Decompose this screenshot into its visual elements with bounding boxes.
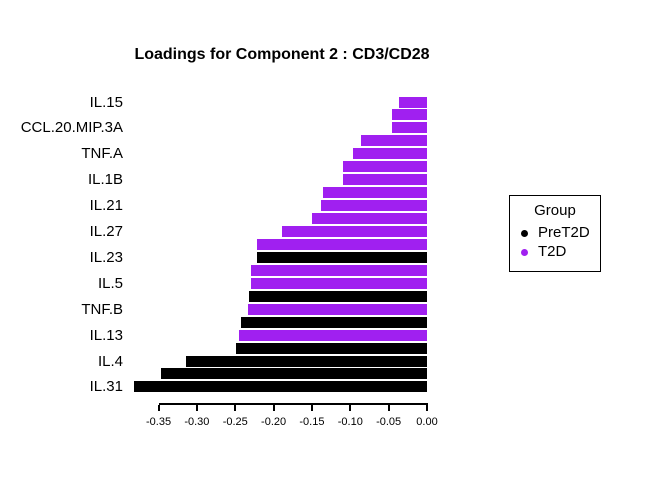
bar [160, 368, 427, 380]
chart-title: Loadings for Component 2 : CD3/CD28 [134, 46, 430, 63]
x-axis-tick-label: -0.15 [299, 416, 325, 428]
x-axis-tick [157, 405, 160, 411]
bar [241, 316, 427, 328]
bar-IL.27 [282, 226, 427, 237]
bar [249, 290, 427, 302]
x-axis-tick [272, 405, 275, 411]
y-axis-label-IL.31: IL.31 [89, 378, 123, 396]
bar [342, 161, 427, 173]
x-axis-tick-label: -0.10 [337, 416, 363, 428]
bar-IL.5 [250, 277, 427, 289]
bar [256, 238, 427, 250]
bar [391, 109, 427, 121]
y-axis-label-IL.13: IL.13 [89, 326, 123, 344]
bar-IL.15 [399, 96, 427, 108]
x-axis-tick [426, 405, 428, 411]
x-axis-tick [387, 405, 390, 411]
legend-item-label: PreT2D [538, 224, 590, 241]
x-axis-tick-label: -0.35 [146, 416, 172, 428]
y-axis-label-IL.27: IL.27 [89, 223, 123, 240]
bar-CCL.20.MIP.3A [391, 122, 427, 134]
bar-IL.21 [321, 200, 427, 212]
x-axis-tick-label: -0.25 [222, 416, 248, 428]
y-axis-label-IL.5: IL.5 [97, 274, 123, 292]
bar-TNF.A [353, 148, 427, 160]
bar [322, 187, 427, 199]
bar [361, 135, 427, 147]
bar [251, 264, 427, 276]
x-axis-tick [195, 405, 198, 411]
legend-item-label: T2D [538, 243, 567, 260]
pret2d-point-icon [521, 230, 528, 237]
x-axis-line [158, 403, 428, 405]
y-axis-label-IL.23: IL.23 [89, 248, 123, 266]
x-axis-tick [310, 405, 313, 411]
x-axis-tick-label: -0.30 [184, 416, 210, 428]
y-axis-label-IL.1B: IL.1B [87, 171, 123, 189]
x-axis-tick-label: -0.20 [261, 416, 287, 428]
y-axis-label-IL.4: IL.4 [97, 352, 123, 370]
bar-IL.31 [134, 381, 427, 393]
bar-IL.1B [342, 174, 427, 186]
x-axis-tick-label: -0.05 [376, 416, 402, 428]
bar-IL.4 [186, 355, 427, 367]
y-axis-label-IL.21: IL.21 [89, 197, 123, 215]
y-axis-label-TNF.A: TNF.A [81, 145, 123, 163]
y-axis-label-IL.15: IL.15 [89, 93, 123, 111]
bar-IL.13 [239, 329, 427, 341]
x-axis-tick [234, 405, 237, 411]
x-axis-tick-label: 0.00 [416, 416, 438, 428]
legend-box: Group PreT2D T2D [509, 195, 601, 272]
t2d-point-icon [521, 249, 528, 256]
legend-title: Group [534, 202, 576, 219]
bar [236, 342, 427, 354]
bar-TNF.B [248, 303, 427, 315]
bar-IL.23 [256, 251, 427, 263]
x-axis-tick [349, 405, 352, 411]
y-axis-label-TNF.B: TNF.B [81, 300, 123, 318]
y-axis-label-CCL.20.MIP.3A: CCL.20.MIP.3A [20, 119, 123, 137]
bar [311, 213, 427, 225]
